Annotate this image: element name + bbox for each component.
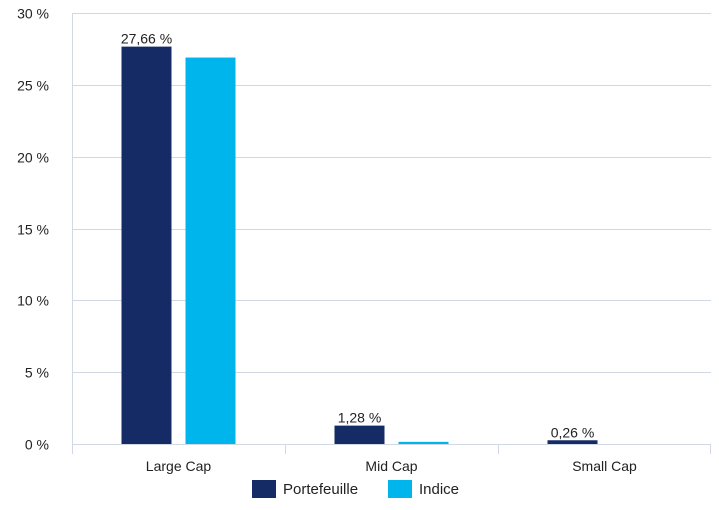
bar-portefeuille-large-cap: [121, 46, 172, 444]
legend-label-indice: Indice: [419, 481, 459, 498]
bar-portefeuille-mid-cap: [334, 425, 385, 444]
bar-portefeuille-small-cap: [547, 440, 598, 444]
y-tick-label: 10 %: [17, 293, 49, 309]
y-tick-label: 30 %: [17, 6, 49, 22]
y-axis: 0 % 5 % 10 % 15 % 20 % 25 % 30 %: [17, 6, 73, 454]
x-axis: Large Cap Mid Cap Small Cap: [72, 444, 711, 474]
y-tick-label: 15 %: [17, 222, 49, 238]
bar-indice-large-cap: [185, 57, 236, 444]
bars: [121, 46, 598, 444]
data-labels: 27,66 % 1,28 % 0,26 %: [121, 31, 594, 441]
y-tick-label: 20 %: [17, 150, 49, 166]
y-tick-label: 0 %: [25, 437, 49, 453]
legend-label-portefeuille: Portefeuille: [283, 481, 358, 498]
y-tick-label: 25 %: [17, 78, 49, 94]
x-tick-label: Mid Cap: [365, 458, 417, 474]
y-tick-label: 5 %: [25, 365, 49, 381]
data-label: 27,66 %: [121, 31, 172, 47]
data-label: 1,28 %: [338, 410, 382, 426]
bar-indice-mid-cap: [398, 441, 449, 444]
data-label: 0,26 %: [551, 424, 595, 440]
legend-swatch-indice: [388, 480, 412, 498]
legend-swatch-portefeuille: [252, 480, 276, 498]
grid-lines: [72, 13, 711, 445]
x-tick-label: Large Cap: [146, 458, 212, 474]
x-tick-label: Small Cap: [572, 458, 637, 474]
legend: Portefeuille Indice: [252, 480, 459, 498]
